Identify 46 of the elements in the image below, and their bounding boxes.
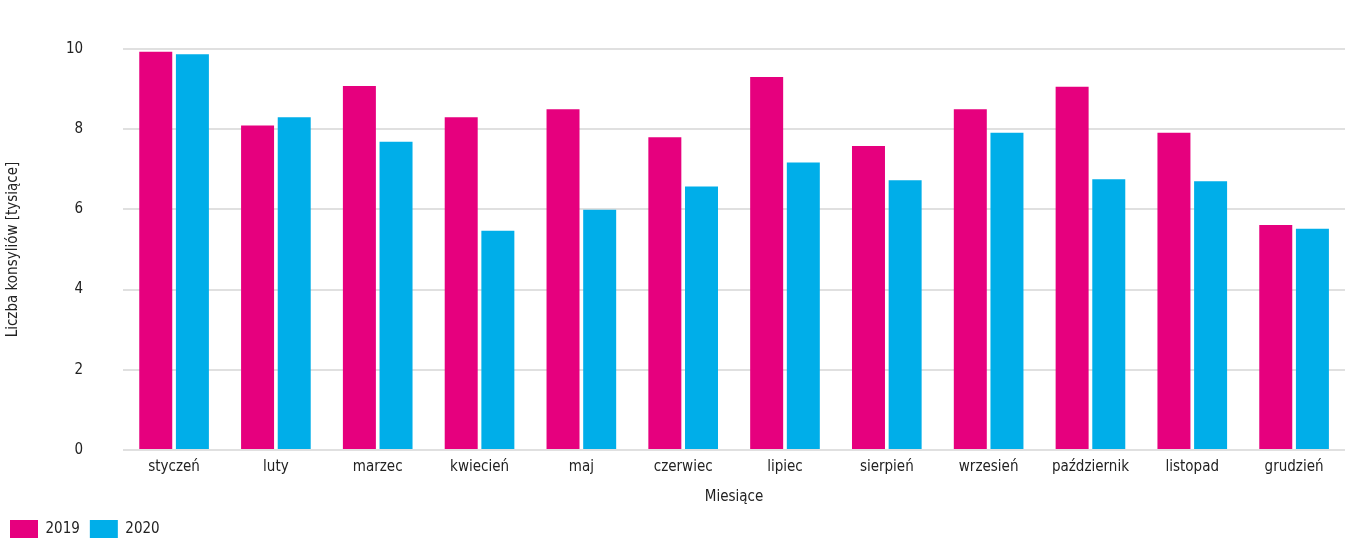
- bar: [750, 77, 784, 449]
- y-tick-label: 0: [74, 439, 84, 458]
- bar: [1157, 132, 1191, 449]
- bar: [241, 125, 275, 449]
- bar: [786, 162, 820, 449]
- x-tick-label: czerwiec: [653, 456, 713, 475]
- bar: [648, 137, 682, 449]
- x-axis-title: Miesiące: [704, 486, 764, 505]
- bar: [139, 51, 173, 449]
- bar: [1092, 179, 1126, 449]
- bar: [277, 117, 311, 449]
- bar: [546, 109, 580, 449]
- x-tick-label: wrzesień: [958, 456, 1019, 475]
- x-tick-label: maj: [568, 456, 594, 475]
- x-tick-label: październik: [1051, 456, 1130, 475]
- bar: [379, 141, 413, 449]
- x-tick-label: sierpień: [859, 456, 914, 475]
- bar: [1259, 225, 1293, 449]
- bar: [342, 85, 376, 449]
- bar: [481, 230, 515, 449]
- bar: [990, 132, 1024, 449]
- bar: [1055, 86, 1089, 449]
- bar: [175, 54, 209, 449]
- y-axis-title: Liczba konsyliów [tysiące]: [2, 161, 21, 338]
- legend-label: 2019: [45, 518, 80, 537]
- x-tick-label: grudzień: [1264, 456, 1324, 475]
- x-tick-label: kwiecień: [450, 456, 510, 475]
- bar: [444, 117, 478, 449]
- x-tick-label: lipiec: [767, 456, 803, 475]
- bar: [953, 109, 987, 449]
- bar: [1194, 181, 1228, 449]
- y-tick-label: 6: [74, 199, 84, 218]
- y-tick-label: 8: [74, 119, 84, 138]
- y-tick-label: 10: [66, 38, 84, 57]
- bar: [888, 180, 922, 449]
- bar: [583, 209, 617, 449]
- x-tick-label: styczeń: [148, 456, 200, 475]
- x-tick-label: luty: [263, 456, 289, 475]
- y-tick-label: 4: [74, 279, 84, 298]
- bar: [851, 146, 885, 449]
- legend-label: 2020: [125, 518, 160, 537]
- bar: [685, 186, 718, 449]
- x-tick-label: marzec: [352, 456, 403, 475]
- x-tick-label: listopad: [1165, 456, 1220, 475]
- bar: [1295, 228, 1329, 449]
- y-tick-label: 2: [74, 359, 84, 378]
